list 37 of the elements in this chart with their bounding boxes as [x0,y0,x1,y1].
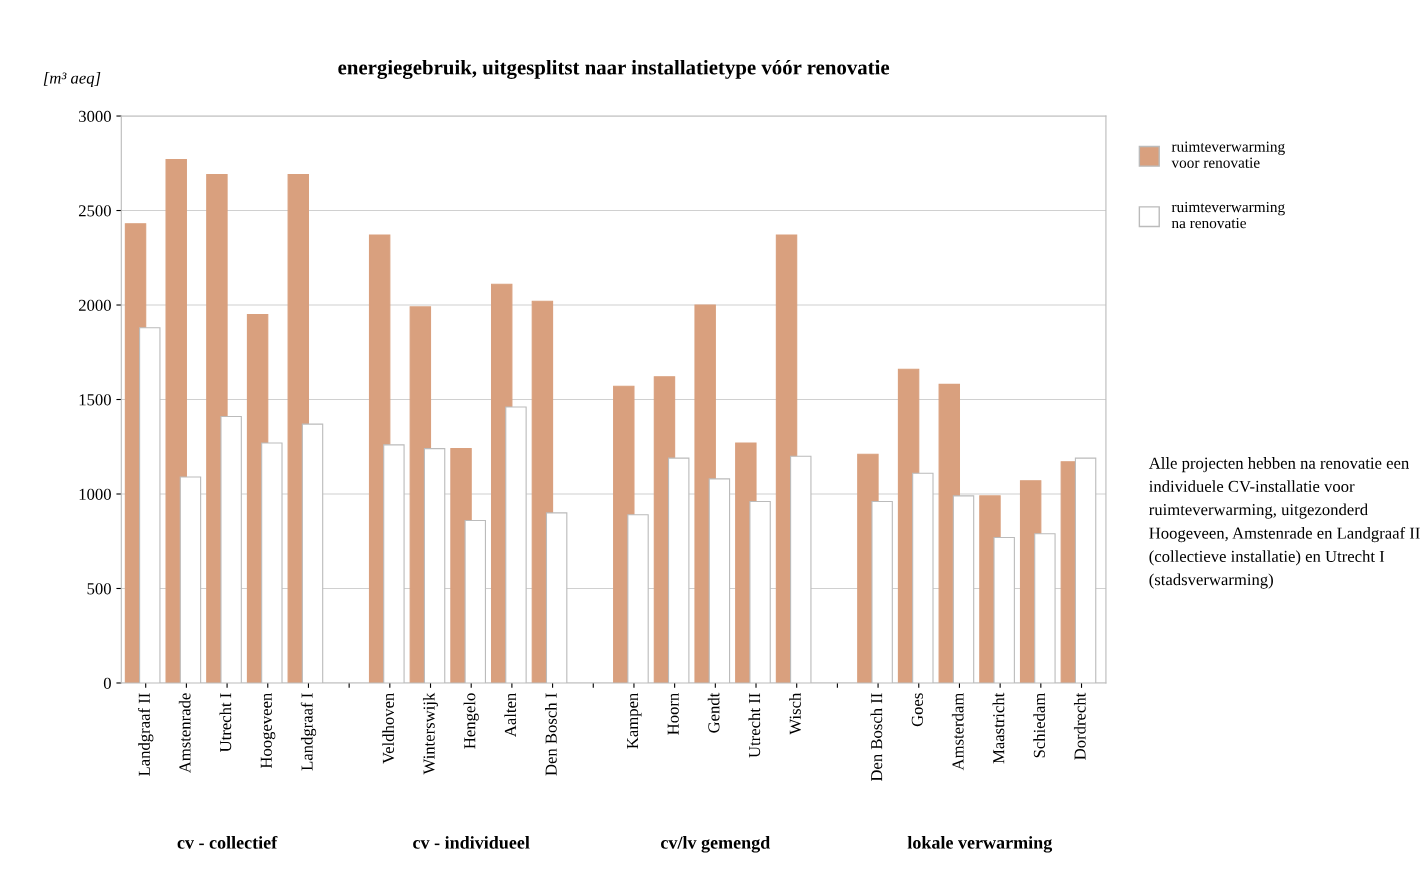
x-tick-label: Den Bosch I [545,693,557,776]
x-tick-label: Veldhoven [382,692,395,764]
x-tick-label: Landgraaf I [300,693,317,771]
chart-title: energiegebruik, uitgesplitst naar installatietype vóór renovatie [338,59,890,79]
y-tick-label: 2000 [78,299,111,311]
x-tick-label: Kampen [627,692,642,749]
text: Alle projecten hebben na renovatie een individuele CV-installatie voor ruimteverwarming, uitgezonderd Hoogeveen, Amstenrade en Landgraaf II (collectieve installatie) en Utrecht I (stadsverwarming) [1148,457,1420,589]
legend-label: ruimteverwarming voor renovatie [1171,141,1285,168]
y-tick-label: 1000 [79,488,111,500]
x-tick-label: Amsterdam [951,692,964,771]
x-tick-label: Gendt [707,692,720,733]
x-tick-label: Maastricht [992,692,1005,764]
x-tick-label: Hoorn [667,692,679,735]
x-tick-label: Dordrecht [1073,692,1086,760]
text: cv/lv gemengd [661,836,771,853]
text: cv - individueel [413,836,530,849]
x-tick-label: Amstenrade [178,693,191,774]
x-tick-label: Winterswijk [422,692,439,775]
legend-label: ruimteverwarming na renovatie [1171,201,1285,229]
y-tick-label: 500 [87,583,111,595]
text: cv - collectief [177,835,278,849]
x-tick-label: Utrecht II [748,693,761,758]
x-tick-label: Hoogeveen [260,692,276,769]
y-tick-label: 1500 [79,394,111,406]
text: lokale verwarming [907,836,1053,853]
x-tick-label: Wisch [789,692,801,735]
x-tick-label: Hengelo [463,693,479,749]
x-tick-label: Schiedam [1033,692,1045,758]
x-tick-label: Utrecht I [219,693,232,753]
x-tick-label: Aalten [504,692,517,737]
x-tick-label: Goes [911,693,923,727]
y-tick-label: 2500 [78,205,111,217]
y-tick-label: 3000 [79,110,111,122]
y-axis-title: [m³ aeq] [43,71,101,88]
x-tick-label: Landgraaf II [138,693,154,776]
y-tick-label: 0 [103,677,111,689]
x-tick-label: Den Bosch II [870,693,883,782]
